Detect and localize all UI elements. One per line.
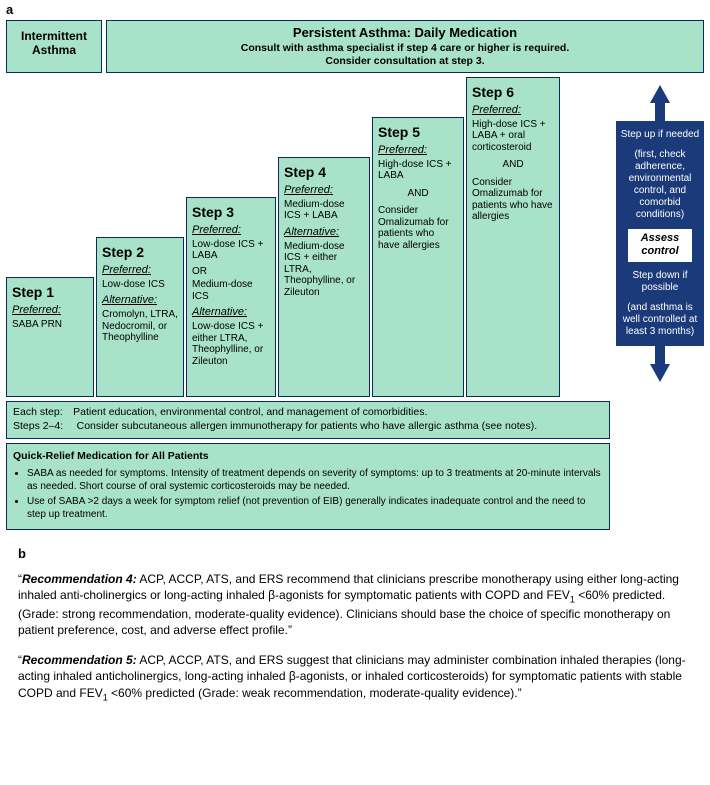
preferred-text: High-dose ICS + LABA [378,159,458,182]
preferred-label: Preferred: [12,304,88,317]
preferred-text: Low-dose ICS + LABA [192,239,270,262]
alternative-label: Alternative: [284,226,364,239]
preferred-text: Low-dose ICS [102,279,178,291]
rec4-lead: Recommendation 4: [22,572,137,586]
arrow-down-stem [655,346,665,364]
persistent-line1: Consult with asthma specialist if step 4… [113,42,697,55]
quick-relief-box: Quick-Relief Medication for All Patients… [6,443,610,531]
step-title: Step 4 [284,164,364,180]
persistent-box: Persistent Asthma: Daily Medication Cons… [106,20,704,73]
step-4: Step 4 Preferred: Medium-dose ICS + LABA Al… [278,157,370,397]
assess-control: Assess control [628,229,692,261]
preferred-text: Medium-dose ICS + LABA [284,199,364,222]
panel-b: b “Recommendation 4: ACP, ACCP, ATS, and… [0,536,710,731]
step-1: Step 1 Preferred: SABA PRN [6,277,94,397]
alternative-label: Alternative: [102,294,178,307]
persistent-line2: Consider consultation at step 3. [113,55,697,68]
panel-label-a: a [6,2,13,17]
step-3: Step 3 Preferred: Low-dose ICS + LABA ORMed… [186,197,276,397]
step-up-title: Step up if needed [621,129,699,141]
step-6: Step 6 Preferred: High-dose ICS + LABA + o… [466,77,560,397]
step-down-sub: (and asthma is well controlled at least … [620,302,700,338]
quick-relief-bullet: SABA as needed for symptoms. Intensity o… [27,467,603,493]
alternative-text: Low-dose ICS + either LTRA, Theophylline… [192,321,270,367]
step-up-down-box: Step up if needed (first, check adherenc… [616,121,704,345]
arrow-down-icon [650,364,670,382]
arrow-up-icon [650,85,670,103]
quick-relief-title: Quick-Relief Medication for All Patients [13,450,603,464]
and-label: AND [472,159,554,171]
panel-label-b: b [18,546,692,561]
side-column: Step up if needed (first, check adherenc… [616,77,704,381]
steps-column: Step 1 Preferred: SABA PRN Step 2 Preferred:… [6,77,610,530]
quick-relief-bullet: Use of SABA >2 days a week for symptom r… [27,495,603,521]
consider-text: Consider Omalizumab for patients who hav… [472,177,554,223]
intermittent-box: Intermittent Asthma [6,20,102,73]
step-up-sub: (first, check adherence, environmental c… [620,149,700,221]
top-row: Intermittent Asthma Persistent Asthma: D… [6,20,704,73]
step-title: Step 1 [12,284,88,300]
step-title: Step 5 [378,124,458,140]
steps-staircase: Step 1 Preferred: SABA PRN Step 2 Preferred:… [6,77,610,397]
rec5-tail: <60% predicted (Grade: weak recommendati… [108,686,522,700]
preferred-label: Preferred: [284,184,364,197]
recommendation-5: “Recommendation 5: ACP, ACCP, ATS, and E… [18,652,692,703]
alternative-text: Cromolyn, LTRA, Nedocromil, or Theophyll… [102,309,178,344]
main-row: Step 1 Preferred: SABA PRN Step 2 Preferred:… [6,77,704,530]
persistent-title: Persistent Asthma: Daily Medication [113,25,697,40]
quick-relief-list: SABA as needed for symptoms. Intensity o… [13,467,603,521]
step-2: Step 2 Preferred: Low-dose ICS Alternative:… [96,237,184,397]
rec5-lead: Recommendation 5: [22,653,137,667]
preferred-label: Preferred: [472,104,554,117]
preferred-label: Preferred: [192,224,270,237]
preferred-text: SABA PRN [12,319,88,331]
or-label: OR [192,266,270,278]
consider-text: Consider Omalizumab for patients who hav… [378,205,458,251]
each-step-line1: Each step: Patient education, environmen… [13,406,603,420]
each-step-box: Each step: Patient education, environmen… [6,401,610,438]
arrow-up-stem [655,103,665,121]
alternative-text: Medium-dose ICS + either LTRA, Theophyll… [284,241,364,299]
preferred-label: Preferred: [102,264,178,277]
step-title: Step 3 [192,204,270,220]
step-5: Step 5 Preferred: High-dose ICS + LABA AND C… [372,117,464,397]
and-label: AND [378,188,458,200]
preferred-label: Preferred: [378,144,458,157]
each-step-line2: Steps 2–4: Consider subcutaneous allerge… [13,420,603,434]
recommendation-4: “Recommendation 4: ACP, ACCP, ATS, and E… [18,571,692,638]
alternative-label: Alternative: [192,306,270,319]
step-title: Step 2 [102,244,178,260]
preferred-text-2: Medium-dose ICS [192,279,270,302]
preferred-text: High-dose ICS + LABA + oral corticostero… [472,119,554,154]
step-title: Step 6 [472,84,554,100]
step-down-title: Step down if possible [620,270,700,294]
panel-a: a Intermittent Asthma Persistent Asthma:… [0,0,710,536]
